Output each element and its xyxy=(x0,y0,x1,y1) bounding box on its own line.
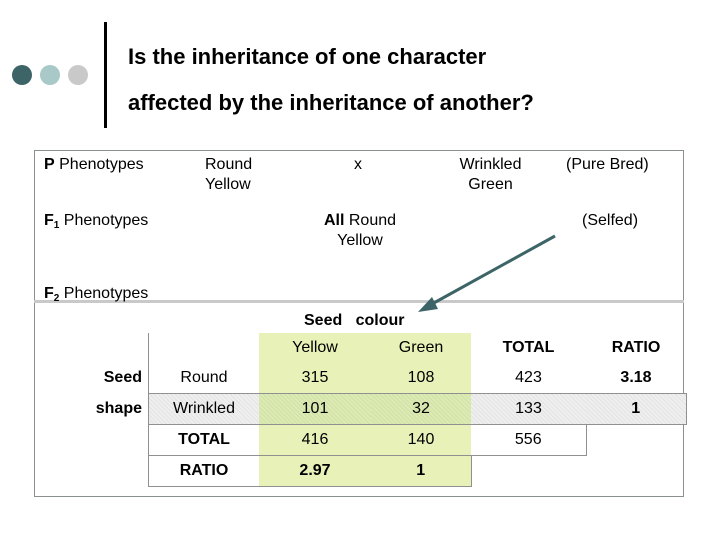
cell-round-ratio: 3.18 xyxy=(620,369,652,386)
header-total: TOTAL xyxy=(502,339,555,356)
row-group-shape: shape xyxy=(95,400,142,417)
slide-title: Is the inheritance of one character affe… xyxy=(128,34,708,126)
table-total-row: TOTAL 416 140 556 xyxy=(34,424,686,456)
header-ratio: RATIO xyxy=(611,339,661,356)
header-yellow: Yellow xyxy=(259,333,371,363)
row-label-total: TOTAL xyxy=(148,424,259,456)
header-green: Green xyxy=(371,333,471,363)
cell-ratio-green: 1 xyxy=(371,455,472,487)
title-divider xyxy=(104,22,107,128)
table-header-row: Yellow Green TOTAL RATIO xyxy=(34,333,686,363)
cell-round-green: 108 xyxy=(371,363,471,394)
p-note: (Pure Bred) xyxy=(566,156,649,173)
row-group-seed: Seed xyxy=(103,369,142,387)
table-row: shape Wrinkled 101 32 133 1 xyxy=(34,393,687,425)
p-parent-2: Wrinkled Green xyxy=(459,156,522,193)
p-generation-label: P Phenotypes xyxy=(44,156,144,173)
cell-wrinkled-ratio: 1 xyxy=(586,393,687,425)
cell-wrinkled-green: 32 xyxy=(371,393,471,425)
title-line-2: affected by the inheritance of another? xyxy=(128,90,534,115)
table-row: Seed Round 315 108 423 3.18 xyxy=(34,363,686,394)
title-line-1: Is the inheritance of one character xyxy=(128,44,487,69)
cell-ratio-yellow: 2.97 xyxy=(259,455,371,487)
p-cross-symbol: x xyxy=(354,156,362,173)
content-box xyxy=(34,150,684,497)
table-ratio-row: RATIO 2.97 1 xyxy=(34,455,686,487)
f2-generation-label: F2 Phenotypes xyxy=(44,285,149,304)
seed-colour-label: Seed colour xyxy=(304,312,405,329)
row-label-round: Round xyxy=(148,363,259,394)
f1-note: (Selfed) xyxy=(582,212,639,229)
cell-total-yellow: 416 xyxy=(259,424,371,456)
cell-total-total: 556 xyxy=(471,424,587,456)
row-label-wrinkled: Wrinkled xyxy=(148,393,259,425)
decor-dot-light xyxy=(68,65,88,85)
cell-total-green: 140 xyxy=(371,424,471,456)
decor-dot-dark xyxy=(12,65,32,85)
section-divider xyxy=(34,300,684,303)
row-label-ratio: RATIO xyxy=(148,455,259,487)
cell-wrinkled-total: 133 xyxy=(471,393,586,425)
decor-dot-mid xyxy=(40,65,60,85)
p-parent-1: Round Yellow xyxy=(205,156,253,193)
cell-wrinkled-yellow: 101 xyxy=(259,393,371,425)
f1-generation-label: F1 Phenotypes xyxy=(44,212,149,231)
cell-round-yellow: 315 xyxy=(259,363,371,394)
cell-round-total: 423 xyxy=(515,369,542,386)
seed-data-table: Yellow Green TOTAL RATIO Seed Round 315 … xyxy=(34,333,687,487)
f1-result: All Round Yellow xyxy=(323,212,397,249)
